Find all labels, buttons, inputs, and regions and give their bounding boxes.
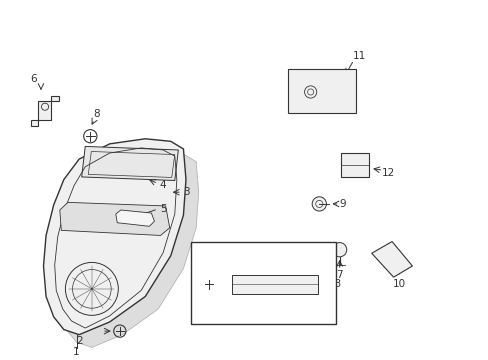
Text: 13: 13 [328, 279, 341, 289]
Polygon shape [116, 210, 154, 226]
Polygon shape [56, 152, 198, 347]
Text: 10: 10 [392, 279, 406, 289]
FancyBboxPatch shape [191, 242, 335, 324]
Text: 4: 4 [160, 180, 166, 190]
Circle shape [332, 243, 346, 257]
FancyBboxPatch shape [287, 68, 356, 113]
Text: 6: 6 [30, 74, 37, 84]
Text: 3: 3 [183, 187, 189, 197]
Polygon shape [231, 275, 318, 294]
Text: 2: 2 [76, 336, 82, 346]
FancyBboxPatch shape [341, 153, 368, 177]
Polygon shape [371, 242, 411, 277]
Circle shape [311, 197, 326, 211]
Polygon shape [81, 147, 178, 180]
Text: 8: 8 [93, 109, 100, 120]
Text: 5: 5 [160, 204, 166, 214]
Text: 15: 15 [209, 256, 223, 266]
Text: 11: 11 [352, 51, 365, 61]
Text: 14: 14 [232, 313, 245, 323]
Polygon shape [43, 139, 185, 335]
Text: 7: 7 [336, 270, 342, 280]
Text: 12: 12 [381, 168, 394, 178]
Text: 1: 1 [73, 347, 80, 357]
Text: 9: 9 [339, 199, 346, 209]
Polygon shape [31, 95, 59, 126]
Polygon shape [60, 202, 169, 235]
